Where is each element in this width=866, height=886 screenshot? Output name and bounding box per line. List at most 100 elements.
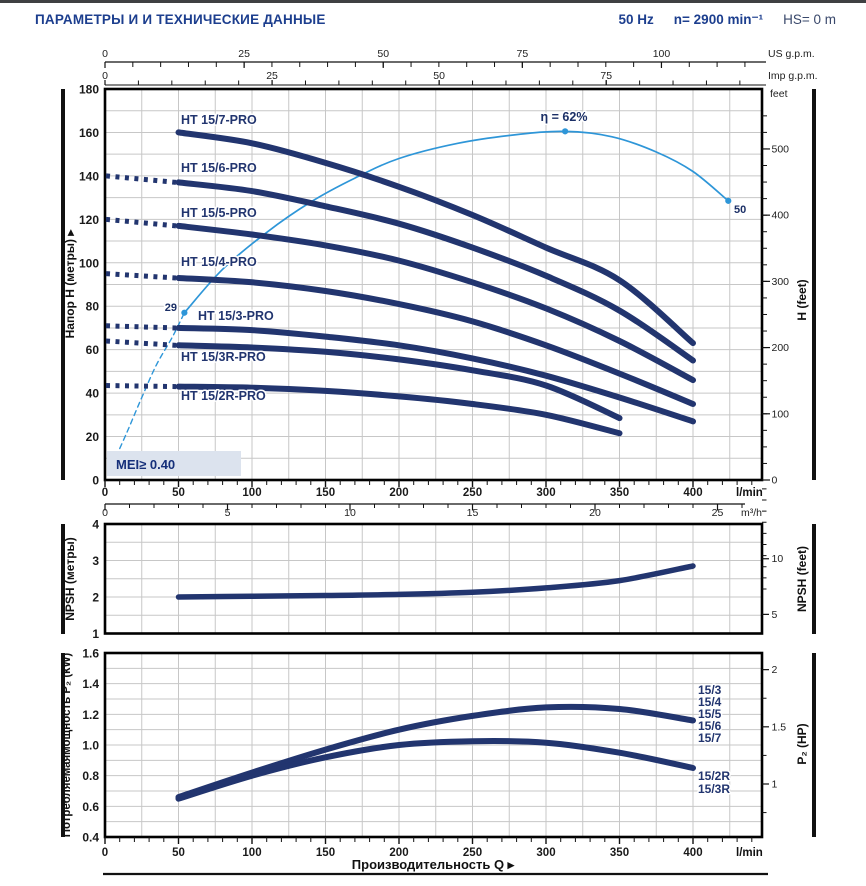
tick-label: 75 [516, 48, 528, 60]
tick-label: 250 [463, 487, 482, 499]
tick-label: 0 [102, 487, 108, 499]
tick-label: 350 [610, 847, 629, 859]
tick-label: 25 [266, 70, 278, 82]
power-label-15-7: 15/7 [698, 731, 722, 745]
tick-label: 50 [172, 487, 185, 499]
efficiency-marker [562, 128, 569, 135]
pump-curve-5 [175, 342, 623, 422]
tick-label: 10 [344, 507, 356, 519]
tick-label: 200 [389, 847, 408, 859]
tick-label: 120 [79, 213, 99, 227]
tick-label: 160 [79, 126, 99, 140]
pump-curve-dotted-4 [105, 323, 177, 331]
left-axis-bar-npsh [61, 524, 65, 634]
power-label-15-4: 15/4 [698, 695, 722, 709]
us-gpm-unit-label: US g.p.m. [768, 48, 815, 60]
tick-label: 1.2 [82, 708, 99, 722]
lmin-unit-label-power: l/min [736, 847, 763, 859]
power-curve-1 [175, 737, 696, 802]
tick-label: 20 [589, 507, 601, 519]
suction-head-value: HS= 0 m [783, 12, 836, 27]
m3h-unit-label: m³/h [741, 507, 762, 519]
pump-curve-6 [175, 383, 623, 437]
frequency-value: 50 Hz [618, 12, 654, 27]
tick-label: 50 [377, 48, 389, 60]
tick-label: 300 [772, 276, 790, 288]
tick-label: 5 [225, 507, 231, 519]
curve-label-15-4: HT 15/4-PRO [181, 255, 257, 269]
npsh-feet-axis-label: NPSH (feet) [795, 546, 809, 612]
efficiency-peak-label: η = 62% [541, 110, 588, 124]
tick-label: 100 [242, 847, 261, 859]
tick-label: 50 [433, 70, 445, 82]
tick-label: 1 [92, 627, 99, 641]
pump-curve-3 [175, 275, 696, 407]
tick-label: 150 [316, 847, 335, 859]
main-plot-border [103, 87, 764, 482]
tick-label: 4 [92, 518, 99, 532]
power-label-15-2r: 15/2R [698, 769, 730, 783]
header-specs: 50 Hz n= 2900 min⁻¹ HS= 0 m [619, 12, 836, 28]
efficiency-curve-dashed [111, 312, 186, 466]
tick-label: 140 [79, 169, 99, 183]
pump-curve-dotted-1 [105, 173, 177, 185]
curve-label-15-7: HT 15/7-PRO [181, 113, 257, 127]
tick-label: 0 [772, 475, 778, 487]
head-axis-label: Напор H (метры) ▸ [63, 229, 77, 339]
pump-curve-dotted-3 [105, 271, 177, 281]
tick-label: 0 [102, 507, 108, 519]
left-axis-bar-power [61, 653, 65, 837]
power-plot-border [103, 651, 764, 839]
power-hp-axis-label: P₂ (HP) [795, 723, 809, 764]
tick-label: 3 [92, 554, 99, 568]
tick-label: 500 [772, 143, 790, 155]
pump-curve-dotted-6 [105, 383, 177, 390]
tick-label: 1.0 [82, 739, 99, 753]
tick-label: 100 [653, 48, 671, 60]
tick-label: 50 [172, 847, 185, 859]
curve-label-15-6: HT 15/6-PRO [181, 161, 257, 175]
right-axis-bar-power [812, 653, 816, 837]
power-label-15-3r: 15/3R [698, 782, 730, 796]
chart-static-labels: US g.p.m. Imp g.p.m. feet l/min m³/h l/m… [61, 48, 818, 876]
curve-label-15-2r: HT 15/2R-PRO [181, 389, 266, 403]
power-axis-label: Потребляемаямощность P₂ (kW) [61, 653, 73, 838]
power-curve-0 [175, 703, 696, 801]
tick-label: 5 [772, 609, 778, 621]
pump-curve-dotted-2 [105, 216, 177, 229]
lmin-unit-label-main: l/min [736, 487, 763, 499]
tick-label: 2 [92, 591, 99, 605]
tick-label: 25 [238, 48, 250, 60]
tick-label: 200 [389, 487, 408, 499]
head-feet-axis-label: H (feet) [795, 279, 809, 320]
npsh-curve [175, 563, 696, 600]
mei-badge-box [107, 451, 241, 476]
tick-label: 0 [102, 48, 108, 60]
tick-label: 0 [102, 847, 108, 859]
efficiency-start-label: 29 [165, 302, 177, 314]
pump-curve-0 [175, 129, 696, 347]
tick-label: 150 [316, 487, 335, 499]
power-label-15-5: 15/5 [698, 707, 722, 721]
tick-label: 80 [86, 300, 100, 314]
tick-label: 100 [242, 487, 261, 499]
tick-label: 60 [86, 343, 100, 357]
tick-label: 2 [772, 664, 778, 676]
mei-badge-label: MEI≥ 0.40 [116, 457, 175, 472]
efficiency-curve [183, 130, 730, 314]
tick-label: 15 [467, 507, 479, 519]
left-axis-bar-main [61, 89, 65, 480]
pump-curve-2 [175, 222, 696, 384]
right-axis-bar-npsh [812, 524, 816, 634]
power-label-15-6: 15/6 [698, 719, 722, 733]
tick-label: 1.6 [82, 647, 99, 661]
tick-label: 300 [536, 847, 555, 859]
tick-label: 20 [86, 430, 100, 444]
tick-label: 40 [86, 387, 100, 401]
speed-value: n= 2900 min⁻¹ [673, 12, 764, 27]
tick-label: 10 [772, 553, 784, 565]
flow-axis-title: Производительность Q ▸ [352, 857, 516, 872]
tick-label: 25 [712, 507, 724, 519]
